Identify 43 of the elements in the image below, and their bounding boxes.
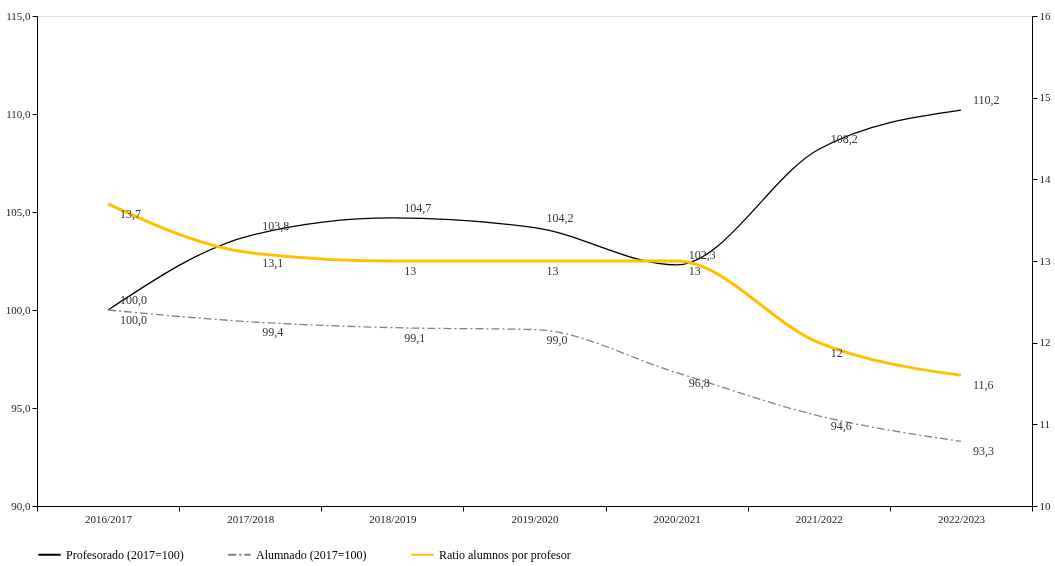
data-label: 100,0: [120, 313, 148, 327]
y2-tick-label: 15: [1039, 91, 1051, 104]
data-label: 96,8: [688, 375, 710, 390]
y2-tick-label: 16: [1039, 9, 1051, 22]
line-series: [107, 309, 962, 442]
y2-tick-label: 12: [1039, 336, 1051, 349]
data-label: 11,6: [972, 378, 994, 393]
x-tick-label: 2016/2017: [85, 512, 133, 525]
line-series: [107, 109, 962, 311]
data-label: 100,0: [120, 293, 148, 307]
y-tick-label: 90,0: [11, 499, 31, 512]
x-tick-label: 2019/2020: [511, 512, 560, 525]
y2-tick-label: 10: [1039, 499, 1051, 512]
x-tick-label: 2017/2018: [227, 512, 275, 525]
line-series: [106, 202, 963, 377]
data-label: 93,3: [972, 444, 994, 459]
y-tick-label: 105,0: [5, 205, 31, 218]
data-label: 104,7: [404, 200, 432, 215]
data-label: 13,1: [262, 255, 284, 270]
data-label: 13: [404, 264, 417, 278]
legend-label: Ratio alumnos por profesor: [439, 547, 571, 562]
data-label: 99,4: [262, 324, 284, 339]
y-tick-label: 110,0: [6, 107, 31, 120]
data-label: 104,2: [546, 210, 574, 225]
x-tick-label: 2021/2022: [795, 512, 843, 525]
data-label: 103,8: [262, 218, 290, 233]
data-label: 99,0: [546, 332, 568, 347]
x-tick-label: 2018/2019: [369, 512, 417, 525]
y2-tick-label: 14: [1039, 172, 1051, 185]
y2-tick-label: 13: [1039, 254, 1051, 267]
data-label: 94,6: [830, 418, 852, 433]
y2-tick-label: 11: [1039, 417, 1051, 430]
y-tick-label: 115,0: [6, 9, 31, 22]
legend-label: Profesorado (2017=100): [66, 547, 184, 562]
x-tick-label: 2022/2023: [937, 512, 986, 525]
legend-label: Alumnado (2017=100): [256, 547, 367, 562]
data-label: 13: [546, 264, 559, 278]
data-label: 13: [688, 264, 701, 278]
data-label: 110,2: [972, 93, 1000, 108]
y-tick-label: 95,0: [11, 401, 31, 414]
y-tick-label: 100,0: [5, 303, 31, 316]
data-label: 99,1: [404, 330, 426, 345]
x-tick-label: 2020/2021: [653, 512, 701, 525]
